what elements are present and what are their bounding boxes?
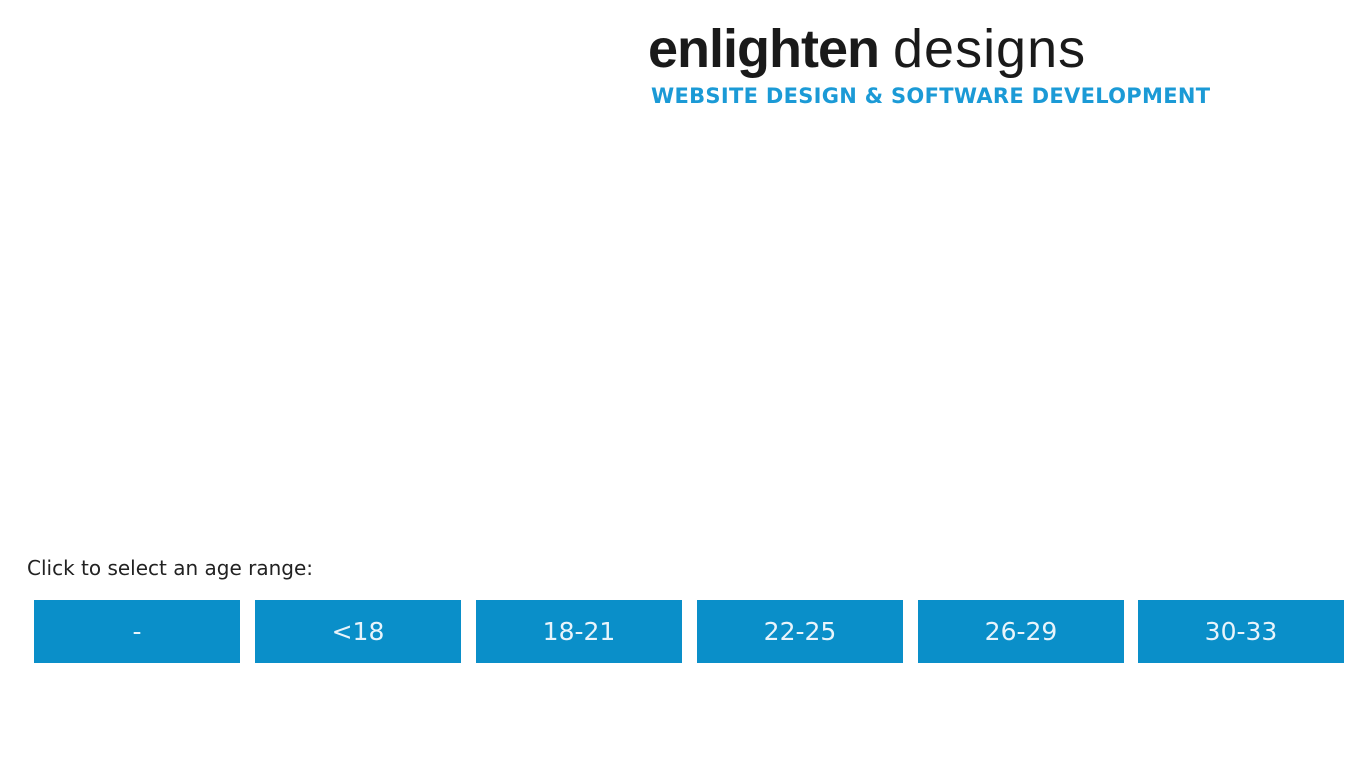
age-range-button-30-33[interactable]: 30-33 bbox=[1138, 600, 1344, 663]
age-range-button-under-18[interactable]: <18 bbox=[255, 600, 461, 663]
age-range-button-22-25[interactable]: 22-25 bbox=[697, 600, 903, 663]
logo-tagline: WEBSITE DESIGN & SOFTWARE DEVELOPMENT bbox=[651, 84, 1211, 108]
logo-brand-light: designs bbox=[893, 19, 1087, 79]
age-range-button-18-21[interactable]: 18-21 bbox=[476, 600, 682, 663]
logo-brand-bold: enlighten bbox=[648, 19, 880, 79]
age-range-prompt: Click to select an age range: bbox=[27, 556, 314, 580]
age-range-button-blank[interactable]: - bbox=[34, 600, 240, 663]
age-range-button-26-29[interactable]: 26-29 bbox=[918, 600, 1124, 663]
logo-wordmark: enlighten designs bbox=[648, 22, 1328, 76]
logo: enlighten designs WEBSITE DESIGN & SOFTWA… bbox=[648, 22, 1328, 108]
